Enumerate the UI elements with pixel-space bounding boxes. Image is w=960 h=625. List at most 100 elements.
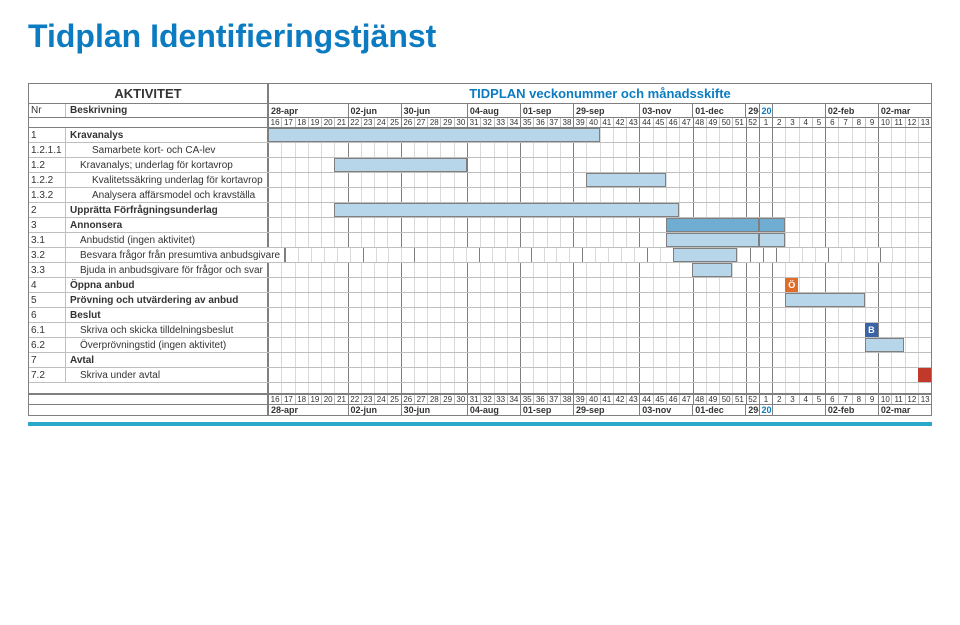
week-cell: 37	[547, 395, 560, 404]
gantt-row: 7.2 Skriva under avtal	[29, 368, 931, 383]
gantt-row: 4 Öppna anbud Ö	[29, 278, 931, 293]
gantt-months-row: Nr Beskrivning 28-apr02-jun30-jun04-aug0…	[29, 104, 931, 118]
row-nr: 6.2	[29, 338, 66, 352]
week-cell: 44	[639, 118, 652, 127]
gantt-row: 6.2 Överprövningstid (ingen aktivitet)	[29, 338, 931, 353]
gantt-spacer	[29, 383, 931, 394]
gantt-row: 1.2 Kravanalys; underlag för kortavrop	[29, 158, 931, 173]
week-cell: 40	[586, 118, 599, 127]
gantt-bar	[666, 233, 759, 247]
week-cell: 52	[746, 395, 759, 404]
week-cell: 23	[361, 118, 374, 127]
month-label: 04-aug	[467, 104, 520, 117]
gantt-bar	[334, 203, 679, 217]
gantt-row: 5 Prövning och utvärdering av anbud	[29, 293, 931, 308]
row-desc: Kravanalys; underlag för kortavrop	[66, 158, 267, 172]
row-desc: Prövning och utvärdering av anbud	[66, 293, 267, 307]
row-desc: Beslut	[66, 308, 267, 322]
row-nr: 4	[29, 278, 66, 292]
week-cell: 19	[308, 118, 321, 127]
gantt-marker: B	[865, 323, 878, 337]
gantt-row: 1.3.2 Analysera affärsmodel och kravstäl…	[29, 188, 931, 203]
week-cell: 24	[374, 395, 387, 404]
gantt-row: 3 Annonsera	[29, 218, 931, 233]
week-cell: 2	[772, 118, 785, 127]
month-label	[772, 104, 825, 117]
week-cell: 47	[679, 395, 692, 404]
week-cell: 23	[361, 395, 374, 404]
month-label: 02-jun	[348, 104, 401, 117]
week-cell: 43	[626, 395, 639, 404]
month-label: 2015	[759, 104, 772, 117]
week-cell: 5	[812, 395, 825, 404]
gantt-bar	[268, 128, 600, 142]
month-label: 03-nov	[639, 104, 692, 117]
week-cell: 32	[480, 395, 493, 404]
gantt-row: 3.2 Besvara frågor från presumtiva anbud…	[29, 248, 931, 263]
row-desc: Skriva under avtal	[66, 368, 267, 382]
month-label: 29-dec	[745, 104, 758, 117]
week-cell: 16	[268, 395, 281, 404]
week-cell: 1	[759, 118, 772, 127]
gantt-bar	[759, 218, 786, 232]
gantt-bar	[586, 173, 666, 187]
week-cell: 27	[414, 395, 427, 404]
week-cell: 24	[374, 118, 387, 127]
month-label	[772, 405, 825, 415]
gantt-row: 6.1 Skriva och skicka tilldelningsbeslut…	[29, 323, 931, 338]
week-cell: 50	[719, 395, 732, 404]
month-label: 01-sep	[520, 104, 573, 117]
week-cell: 12	[905, 395, 918, 404]
gantt-bar	[759, 233, 786, 247]
gantt-marker: Ö	[785, 278, 798, 292]
gantt-weeks-footer: 1617181920212223242526272829303132333435…	[29, 394, 931, 405]
week-cell: 38	[560, 118, 573, 127]
week-cell: 17	[281, 118, 294, 127]
week-cell: 28	[427, 395, 440, 404]
gantt-header: AKTIVITET TIDPLAN veckonummer och månads…	[29, 84, 931, 104]
row-nr: 3.3	[29, 263, 66, 277]
week-cell: 21	[334, 118, 347, 127]
week-cell: 4	[799, 395, 812, 404]
month-label: 28-apr	[268, 104, 348, 117]
row-nr: 3.2	[29, 248, 66, 262]
gantt-row: 3.3 Bjuda in anbudsgivare för frågor och…	[29, 263, 931, 278]
week-cell: 31	[467, 395, 480, 404]
week-cell: 41	[600, 395, 613, 404]
week-cell: 21	[334, 395, 347, 404]
week-cell: 49	[706, 118, 719, 127]
row-desc: Anbudstid (ingen aktivitet)	[66, 233, 267, 247]
week-cell: 9	[865, 395, 878, 404]
row-nr: 1.2.1.1	[29, 143, 66, 157]
week-cell: 30	[454, 118, 467, 127]
week-cell: 43	[626, 118, 639, 127]
week-cell: 46	[666, 395, 679, 404]
week-cell: 33	[494, 395, 507, 404]
row-nr: 1.3.2	[29, 188, 66, 202]
week-cell: 28	[427, 118, 440, 127]
week-cell: 34	[507, 395, 520, 404]
week-cell: 31	[467, 118, 480, 127]
week-cell: 12	[905, 118, 918, 127]
week-cell: 48	[693, 395, 706, 404]
gantt-row: 1 Kravanalys	[29, 128, 931, 143]
month-label: 02-feb	[825, 405, 878, 415]
week-cell: 44	[639, 395, 652, 404]
week-cell: 29	[440, 118, 453, 127]
month-label: 28-apr	[268, 405, 348, 415]
gantt-row: 1.2.1.1 Samarbete kort- och CA-lev	[29, 143, 931, 158]
week-cell: 39	[573, 395, 586, 404]
row-desc: Besvara frågor från presumtiva anbudsgiv…	[66, 248, 284, 262]
gantt-bar	[785, 293, 865, 307]
week-cell: 29	[440, 395, 453, 404]
row-desc: Öppna anbud	[66, 278, 267, 292]
week-cell: 52	[746, 118, 759, 127]
gantt-weeks-row: 1617181920212223242526272829303132333435…	[29, 118, 931, 128]
month-label: 01-dec	[692, 104, 745, 117]
row-nr: 7.2	[29, 368, 66, 382]
gantt-row: 2 Upprätta Förfrågningsunderlag	[29, 203, 931, 218]
row-desc: Avtal	[66, 353, 267, 367]
row-desc: Överprövningstid (ingen aktivitet)	[66, 338, 267, 352]
gantt-row: 3.1 Anbudstid (ingen aktivitet)	[29, 233, 931, 248]
week-cell: 45	[653, 118, 666, 127]
